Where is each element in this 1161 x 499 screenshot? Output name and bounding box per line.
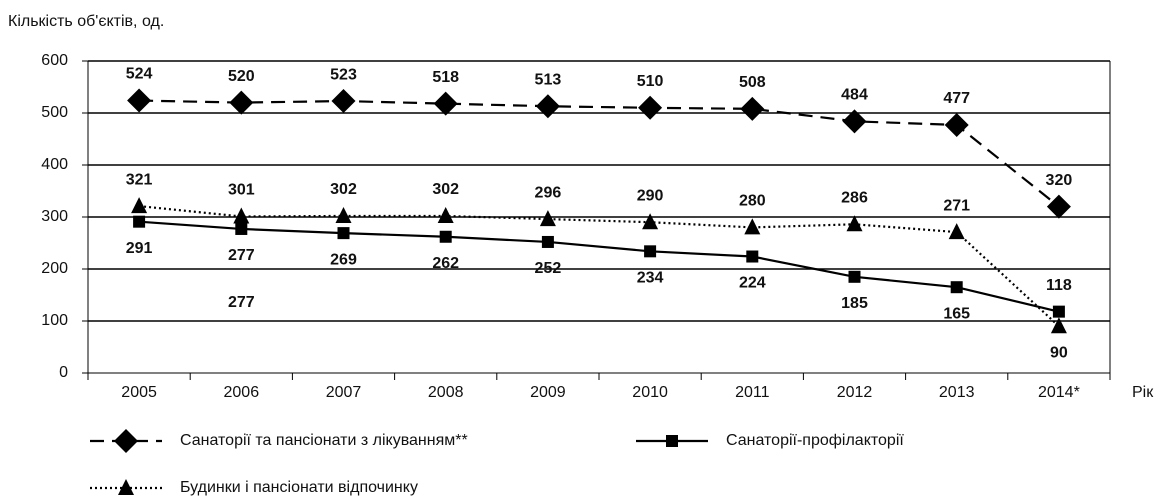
data-label: 484 [841, 87, 868, 104]
data-label: 262 [432, 255, 459, 272]
data-label: 224 [739, 275, 766, 292]
data-label: 280 [739, 193, 766, 210]
series-line [139, 99, 1060, 208]
marker-triangle [948, 223, 965, 240]
marker-square [848, 270, 861, 283]
marker-diamond [127, 88, 152, 113]
marker-square [666, 435, 678, 447]
data-label: 185 [841, 295, 868, 312]
x-tick-label: 2011 [735, 384, 770, 401]
y-tick-label: 400 [41, 156, 68, 173]
marker-triangle [744, 218, 761, 235]
marker-diamond [114, 429, 138, 453]
marker-square [746, 250, 759, 263]
data-label: 290 [637, 187, 664, 204]
data-label: 296 [535, 184, 562, 201]
data-label: 165 [943, 305, 970, 322]
x-tick-label: 2008 [428, 384, 464, 401]
data-label: 302 [330, 181, 357, 198]
marker-triangle [233, 207, 250, 224]
x-tick-label: 2005 [121, 384, 157, 401]
data-label: 271 [943, 197, 970, 214]
data-label: 518 [432, 69, 459, 86]
x-tick-label: 2010 [632, 384, 668, 401]
marker-diamond [638, 95, 663, 120]
marker-square [644, 245, 657, 258]
y-tick-label: 100 [41, 312, 68, 329]
y-tick-label: 300 [41, 208, 68, 225]
marker-triangle [642, 213, 659, 230]
legend-label: Будинки і пансіонати відпочинку [180, 479, 418, 496]
marker-diamond [842, 109, 867, 134]
data-label: 523 [330, 66, 357, 83]
marker-square [337, 227, 350, 240]
marker-triangle [1050, 317, 1067, 334]
series-line [138, 204, 1060, 328]
data-label: 277 [228, 247, 255, 264]
marker-diamond [535, 94, 560, 119]
marker-square [133, 215, 146, 228]
y-tick-label: 0 [59, 364, 68, 381]
x-axis-label: Рік [1132, 384, 1154, 401]
y-tick-label: 500 [41, 104, 68, 121]
marker-triangle [335, 206, 352, 223]
data-label: 90 [1050, 344, 1068, 361]
data-label: 252 [535, 260, 562, 277]
marker-triangle [131, 197, 148, 214]
marker-diamond [229, 90, 254, 115]
series-line [139, 220, 1060, 313]
x-tick-label: 2013 [939, 384, 975, 401]
marker-square [235, 222, 248, 235]
data-label: 524 [126, 66, 153, 83]
y-tick-label: 200 [41, 260, 68, 277]
data-label: 477 [943, 90, 970, 107]
data-label: 513 [535, 71, 562, 88]
data-label: 321 [126, 171, 153, 188]
marker-square [439, 230, 452, 243]
data-label: 269 [330, 251, 357, 268]
y-axis-label: Кількість об'єктів, од. [8, 13, 164, 30]
x-tick-label: 2012 [837, 384, 873, 401]
x-tick-label: 2006 [224, 384, 260, 401]
marker-square [950, 281, 963, 294]
data-label: 320 [1046, 172, 1073, 189]
marker-diamond [331, 89, 356, 114]
x-tick-label: 2014* [1038, 384, 1080, 401]
legend-label: Санаторії-профілакторії [726, 432, 904, 449]
marker-diamond [433, 91, 458, 116]
data-label: 234 [637, 270, 664, 287]
marker-diamond [1046, 194, 1071, 219]
y-tick-label: 600 [41, 52, 68, 69]
annotation: 277 [228, 294, 255, 311]
data-label: 302 [432, 181, 459, 198]
data-label: 301 [228, 182, 255, 199]
marker-diamond [944, 112, 969, 137]
marker-triangle [539, 210, 556, 227]
data-label: 118 [1046, 277, 1072, 294]
data-label: 286 [841, 189, 868, 206]
marker-triangle [846, 215, 863, 232]
marker-triangle [118, 479, 134, 495]
data-label: 291 [126, 240, 153, 257]
legend-label: Санаторії та пансіонати з лікуванням** [180, 432, 468, 449]
data-label: 510 [637, 73, 664, 90]
marker-square [1052, 305, 1065, 318]
x-tick-label: 2009 [530, 384, 566, 401]
marker-triangle [437, 206, 454, 223]
data-label: 520 [228, 68, 255, 85]
x-tick-label: 2007 [326, 384, 362, 401]
marker-square [541, 235, 554, 248]
marker-diamond [740, 96, 765, 121]
data-label: 508 [739, 74, 766, 91]
